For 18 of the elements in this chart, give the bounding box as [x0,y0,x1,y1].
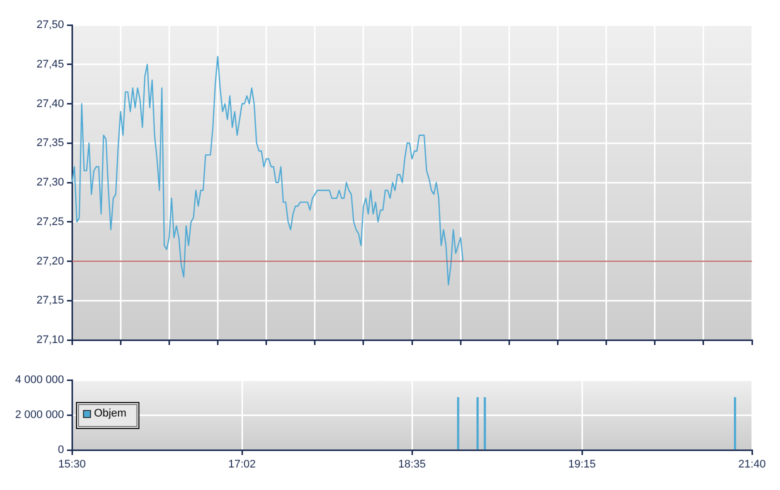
y-tick-label: 27,25 [36,216,64,228]
x-tick-label: 21:40 [738,458,766,471]
x-tick-label: 17:02 [228,458,256,471]
x-tick-label: 15:30 [58,458,86,471]
y-tick-label: 2 000 000 [15,409,64,422]
y-tick-label: 4 000 000 [15,374,64,386]
y-tick-label: 27,15 [36,294,64,307]
x-tick-label: 19:15 [568,458,596,471]
y-tick-label: 27,20 [36,255,64,268]
y-tick-label: 27,40 [36,98,64,110]
legend-label: Objem [94,408,126,420]
y-tick-label: 27,50 [36,19,64,32]
y-tick-label: 27,45 [36,58,64,70]
y-tick-label: 27,35 [36,137,64,150]
y-tick-label: 27,10 [36,334,64,346]
y-tick-label: 27,30 [36,176,64,189]
y-tick-label: 0 [58,444,64,456]
x-tick-label: 18:35 [398,458,426,471]
